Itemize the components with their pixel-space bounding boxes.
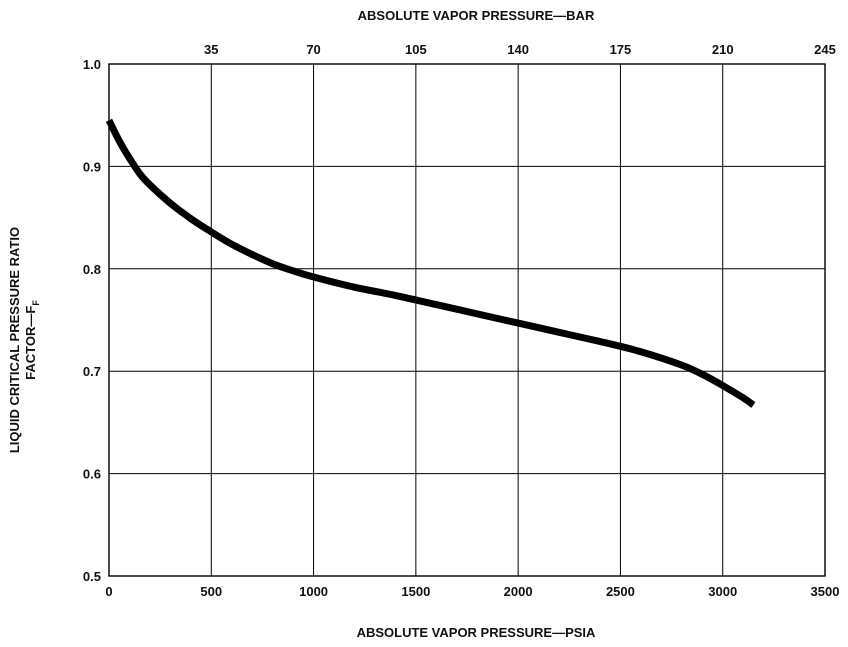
x2-tick-label: 105 bbox=[405, 42, 427, 57]
grid-lines bbox=[109, 64, 825, 576]
y-axis-title-line2: FACTOR—FF bbox=[23, 300, 41, 380]
x-tick-label: 3500 bbox=[811, 584, 840, 599]
y-axis-title-subscript: F bbox=[31, 300, 41, 306]
x-tick-label: 2000 bbox=[504, 584, 533, 599]
y-axis-title-line1: LIQUID CRITICAL PRESSURE RATIO bbox=[7, 227, 22, 453]
y-tick-label: 0.6 bbox=[83, 467, 101, 482]
series-line bbox=[105, 118, 756, 408]
plot-frame bbox=[108, 63, 826, 577]
x-tick-label: 1000 bbox=[299, 584, 328, 599]
y-tick-label: 0.5 bbox=[83, 569, 101, 584]
x2-tick-label: 35 bbox=[204, 42, 218, 57]
x-tick-label: 2500 bbox=[606, 584, 635, 599]
x2-tick-label: 70 bbox=[306, 42, 320, 57]
top-axis-title: ABSOLUTE VAPOR PRESSURE—BAR bbox=[358, 8, 595, 23]
x-axis-title: ABSOLUTE VAPOR PRESSURE—PSIA bbox=[357, 625, 596, 640]
x-tick-label: 1500 bbox=[401, 584, 430, 599]
x2-tick-label: 140 bbox=[507, 42, 529, 57]
x2-tick-label: 175 bbox=[610, 42, 632, 57]
y-tick-label: 0.7 bbox=[83, 364, 101, 379]
y-tick-label: 0.8 bbox=[83, 262, 101, 277]
x-tick-label: 0 bbox=[105, 584, 112, 599]
tick-labels: 0 500 1000 1500 2000 2500 3000 3500 35 70 105 140 17… bbox=[83, 42, 840, 599]
y-tick-label: 1.0 bbox=[83, 57, 101, 72]
x2-tick-label: 210 bbox=[712, 42, 734, 57]
y-axis-title-main: FACTOR—F bbox=[23, 306, 38, 380]
x2-tick-label: 245 bbox=[814, 42, 836, 57]
y-tick-label: 0.9 bbox=[83, 159, 101, 174]
x-tick-label: 3000 bbox=[708, 584, 737, 599]
x-tick-label: 500 bbox=[200, 584, 222, 599]
y-axis-title: LIQUID CRITICAL PRESSURE RATIO FACTOR—FF bbox=[7, 227, 41, 453]
